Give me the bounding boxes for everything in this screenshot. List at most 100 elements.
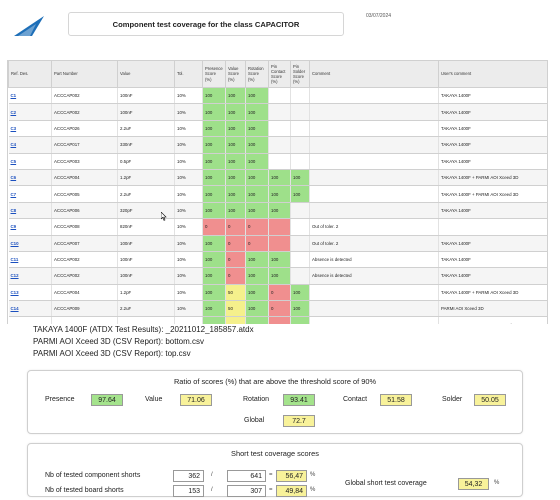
contact-score: 51.58 xyxy=(380,394,412,406)
table-row[interactable]: C10 ACCCAP007 100nF 10% 100 0 0 Out of toler. 2… xyxy=(8,235,547,252)
cell-presence-score: 100 xyxy=(202,316,226,324)
column-header-solder[interactable]: Pin Solder Score (%) xyxy=(290,60,310,88)
cell-presence-score: 100 xyxy=(202,300,226,318)
cell-comment xyxy=(309,87,439,105)
presence-label: Presence xyxy=(45,396,75,403)
cell-solder-score: 100 xyxy=(290,284,310,302)
column-header-contact[interactable]: Pin Contact Score (%) xyxy=(268,60,291,88)
ref-des-link[interactable]: C11 xyxy=(10,257,19,263)
cell-presence-score: 0 xyxy=(202,218,226,236)
cell-value: 100nF xyxy=(117,103,175,121)
ref-des-link[interactable]: C4 xyxy=(10,142,17,148)
cell-presence-score: 100 xyxy=(202,120,226,138)
cell-user-comment: TAKAYA 1400F xyxy=(438,202,547,220)
cell-tolerance: 10% xyxy=(174,267,203,285)
column-header-rotation[interactable]: Rotation Score (%) xyxy=(245,60,269,88)
cell-ref: C11 xyxy=(8,251,52,269)
ref-des-link[interactable]: C8 xyxy=(10,207,17,213)
column-header-ref[interactable]: Ref. Des. xyxy=(8,60,52,88)
coverage-table-container[interactable]: Ref. Des. Part Number Value Tol. Presenc… xyxy=(7,60,548,324)
cell-value: 100nF xyxy=(117,267,175,285)
cell-solder-score: 100 xyxy=(290,169,310,187)
short-panel-title: Short test coverage scores xyxy=(231,449,319,458)
cell-contact-score xyxy=(268,136,291,154)
column-header-presence[interactable]: Presence Score (%) xyxy=(202,60,226,88)
cell-solder-score xyxy=(290,235,310,252)
cell-ref: C6 xyxy=(8,169,52,187)
ref-des-link[interactable]: C3 xyxy=(10,125,17,131)
cell-rotation-score: 100 xyxy=(245,185,269,203)
cell-value: 330nF xyxy=(117,136,175,154)
table-row[interactable]: C7 ACCCAP005 2.2uF 10% 100 100 100 100 100 TAKAYA… xyxy=(8,185,547,203)
table-row[interactable]: C6 ACCCAP004 1.2pF 10% 100 100 100 100 100 TAKAYA… xyxy=(8,169,547,187)
table-row[interactable]: C1 ACCCAP002 100nF 10% 100 100 100 TAKAYA 1400F xyxy=(8,87,547,105)
rotation-score: 93.41 xyxy=(283,394,315,406)
component-shorts-percent-sign: % xyxy=(310,472,316,478)
table-row[interactable]: C4 ACCCAP017 330nF 10% 100 100 100 TAKAYA 1400F xyxy=(8,136,547,154)
table-row[interactable]: C13 ACCCAP004 1.2pF 10% 100 50 100 0 100 TAKAYA 1… xyxy=(8,284,547,302)
ref-des-link[interactable]: C9 xyxy=(10,224,17,230)
column-header-comment[interactable]: Comment xyxy=(309,60,439,88)
cell-solder-score: 100 xyxy=(290,316,310,324)
global-label: Global xyxy=(244,417,265,424)
table-row[interactable]: C8 ACCCAP006 320pF 10% 100 100 100 100 TAKAYA 14… xyxy=(8,202,547,220)
cell-part-number: ACCCAP006 xyxy=(51,202,118,220)
cell-contact-score xyxy=(268,153,291,170)
cell-presence-score: 100 xyxy=(202,251,226,269)
column-header-value[interactable]: Value xyxy=(117,60,175,88)
cell-contact-score xyxy=(268,235,291,252)
cell-part-number: ACCCAP003 xyxy=(51,153,118,170)
cell-rotation-score: 100 xyxy=(245,202,269,220)
cell-value-score: 100 xyxy=(225,153,246,170)
column-header-part[interactable]: Part Number xyxy=(51,60,118,88)
table-row[interactable]: C2 ACCCAP002 100nF 10% 100 100 100 TAKAYA 1400F xyxy=(8,103,547,121)
cell-solder-score xyxy=(290,218,310,236)
cell-rotation-score: 100 xyxy=(245,316,269,324)
ref-des-link[interactable]: C1 xyxy=(10,93,17,99)
ref-des-link[interactable]: C6 xyxy=(10,175,17,181)
cell-comment xyxy=(309,120,439,138)
component-shorts-slash: / xyxy=(211,472,213,478)
cell-rotation-score: 100 xyxy=(245,267,269,285)
cell-contact-score: 100 xyxy=(268,185,291,203)
table-row[interactable]: C9 ACCCAP008 820nF 10% 0 0 0 Out of toler. 2 xyxy=(8,218,547,236)
table-row[interactable]: C14 ACCCAP009 2.2uF 10% 100 50 100 0 100 PARMI AO… xyxy=(8,300,547,318)
table-row[interactable]: C3 ACCCAP026 2.2uF 10% 100 100 100 TAKAYA 1400F xyxy=(8,120,547,138)
ref-des-link[interactable]: C7 xyxy=(10,191,17,197)
column-header-user-comment[interactable]: User's comment xyxy=(438,60,547,88)
cell-value-score: 100 xyxy=(225,87,246,105)
cell-value-score: 50 xyxy=(225,284,246,302)
ref-des-link[interactable]: C5 xyxy=(10,158,17,164)
ref-des-link[interactable]: C2 xyxy=(10,109,17,115)
cell-rotation-score: 100 xyxy=(245,169,269,187)
cell-presence-score: 100 xyxy=(202,267,226,285)
table-row[interactable]: C11 ACCCAP002 100nF 10% 100 0 100 100 Absence is… xyxy=(8,251,547,269)
column-header-value-score[interactable]: Value Score (%) xyxy=(225,60,246,88)
cell-contact-score xyxy=(268,218,291,236)
cell-ref: C7 xyxy=(8,185,52,203)
table-row[interactable]: C5 ACCCAP003 0.5pF 10% 100 100 100 TAKAYA 1400F xyxy=(8,153,547,170)
logo-icon xyxy=(14,16,44,36)
global-short-score: 54,32 xyxy=(458,478,489,490)
cell-user-comment: TAKAYA 1400F xyxy=(438,120,547,138)
component-shorts-label: Nb of tested component shorts xyxy=(45,472,141,479)
cell-part-number: ACCCAP005 xyxy=(51,185,118,203)
table-body: C1 ACCCAP002 100nF 10% 100 100 100 TAKAYA 1400F… xyxy=(8,87,547,324)
ref-des-link[interactable]: C10 xyxy=(10,240,19,246)
cell-part-number: ACCCAP002 xyxy=(51,251,118,269)
component-shorts-tested: 362 xyxy=(173,470,204,482)
cell-comment xyxy=(309,202,439,220)
source-file-top: PARMI AOI Xceed 3D (CSV Report): top.csv xyxy=(33,349,191,358)
table-header-row: Ref. Des. Part Number Value Tol. Presenc… xyxy=(8,60,547,88)
cell-rotation-score: 100 xyxy=(245,300,269,318)
column-header-tol[interactable]: Tol. xyxy=(174,60,203,88)
ref-des-link[interactable]: C15 xyxy=(11,323,19,324)
ref-des-link[interactable]: C13 xyxy=(10,289,19,295)
ref-des-link[interactable]: C12 xyxy=(10,273,19,279)
table-row[interactable]: C12 ACCCAP002 100nF 10% 100 0 100 100 Absence is… xyxy=(8,267,547,285)
ref-des-link[interactable]: C14 xyxy=(10,306,19,312)
cell-comment: Out of toler. 2 xyxy=(309,235,439,252)
cell-presence-score: 100 xyxy=(202,169,226,187)
cell-solder-score xyxy=(290,120,310,138)
